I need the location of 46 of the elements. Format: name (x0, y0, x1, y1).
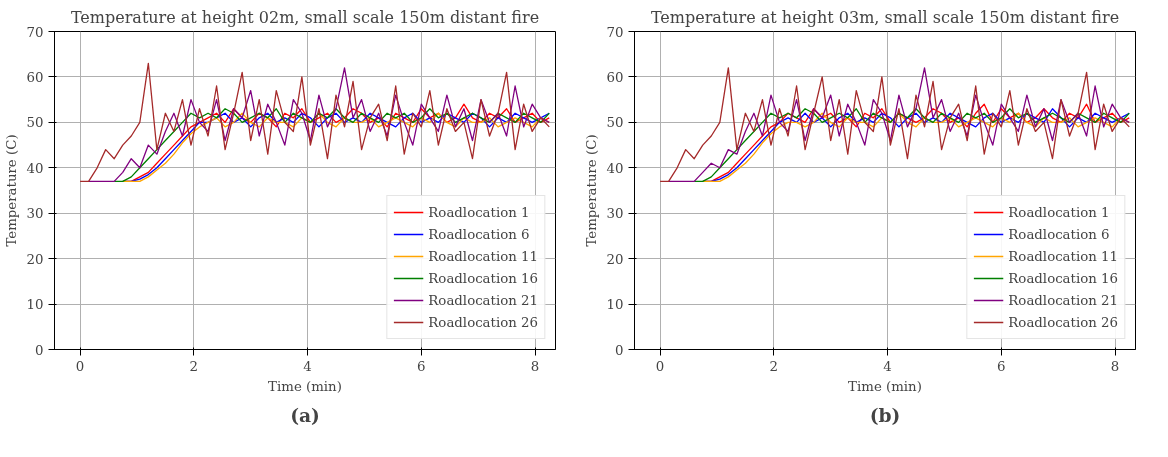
y-tick-label: 70 (606, 24, 624, 40)
text: (a) (290, 403, 320, 426)
y-axis-title: Temperature (C) (3, 134, 19, 247)
x-axis-title: Time (min) (268, 378, 342, 394)
chart-title: Temperature at height 03m, small scale 150m distant fire (650, 7, 1120, 27)
x-tick-label: 2 (189, 358, 199, 374)
y-tick-label: 60 (26, 69, 44, 85)
y-tick-label: 20 (606, 251, 624, 267)
x-tick-label: 6 (997, 358, 1006, 374)
y-tick-label: 30 (26, 206, 44, 222)
x-tick-label: 2 (769, 358, 779, 374)
x-tick-label: 8 (1110, 358, 1120, 374)
y-tick-label: 0 (615, 342, 624, 358)
legend-label: Roadlocation 1 (428, 204, 530, 220)
y-tick-label: 40 (26, 160, 44, 176)
y-tick-label: 10 (606, 297, 624, 313)
x-tick-label: 0 (75, 358, 85, 374)
legend-label: Roadlocation 16 (428, 270, 538, 286)
x-tick-label: 0 (655, 358, 665, 374)
y-tick-label: 70 (26, 24, 44, 40)
legend-label: Roadlocation 6 (428, 226, 530, 242)
text: (b) (869, 403, 901, 426)
x-tick-label: 4 (883, 358, 892, 374)
legend-label: Roadlocation 21 (1008, 292, 1118, 308)
chart-title: Temperature at height 02m, small scale 150m distant fire (70, 7, 540, 27)
y-tick-label: 50 (26, 115, 44, 131)
x-axis-title: Time (min) (848, 378, 922, 394)
x-tick-label: 8 (530, 358, 540, 374)
x-tick-label: 6 (417, 358, 426, 374)
legend-label: Roadlocation 6 (1008, 226, 1110, 242)
legend-label: Roadlocation 16 (1008, 270, 1118, 286)
legend-label: Roadlocation 11 (1008, 248, 1118, 264)
y-tick-label: 10 (26, 297, 44, 313)
legend-label: Roadlocation 1 (1008, 204, 1110, 220)
y-tick-label: 20 (26, 251, 44, 267)
legend-label: Roadlocation 26 (428, 314, 538, 330)
legend-label: Roadlocation 11 (428, 248, 538, 264)
y-tick-label: 50 (606, 115, 624, 131)
y-tick-label: 40 (606, 160, 624, 176)
legend-label: Roadlocation 26 (1008, 314, 1118, 330)
y-axis-title: Temperature (C) (583, 134, 599, 247)
y-tick-label: 60 (606, 69, 624, 85)
x-tick-label: 4 (303, 358, 312, 374)
y-tick-label: 30 (606, 206, 624, 222)
y-tick-label: 0 (35, 342, 44, 358)
legend-label: Roadlocation 21 (428, 292, 538, 308)
